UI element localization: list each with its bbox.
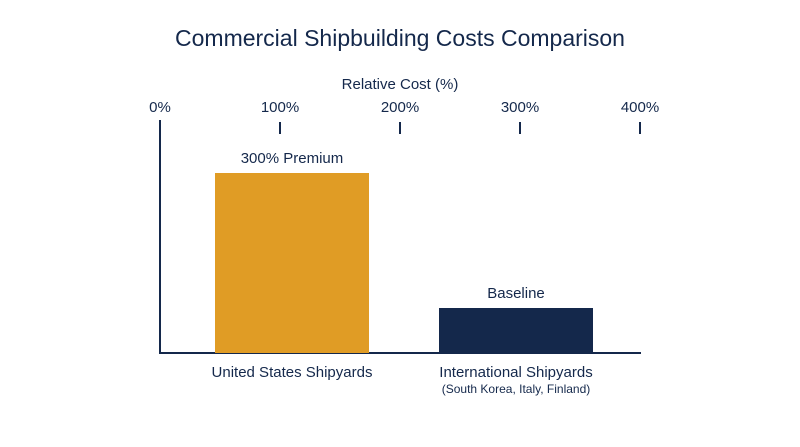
bar	[215, 173, 369, 353]
category-label: United States Shipyards	[212, 364, 373, 381]
x-tick-label: 0%	[149, 99, 171, 116]
x-tick-label: 100%	[261, 99, 299, 116]
bar-label: Baseline	[487, 285, 545, 302]
category-note: (South Korea, Italy, Finland)	[442, 382, 591, 396]
axis-label: Relative Cost (%)	[342, 76, 459, 93]
x-tick-label: 300%	[501, 99, 539, 116]
category-label: International Shipyards	[439, 364, 592, 381]
x-tick-label: 200%	[381, 99, 419, 116]
x-tick-label: 400%	[621, 99, 659, 116]
bar-label: 300% Premium	[241, 150, 344, 167]
chart-title: Commercial Shipbuilding Costs Comparison	[175, 25, 625, 51]
bar	[439, 308, 593, 353]
